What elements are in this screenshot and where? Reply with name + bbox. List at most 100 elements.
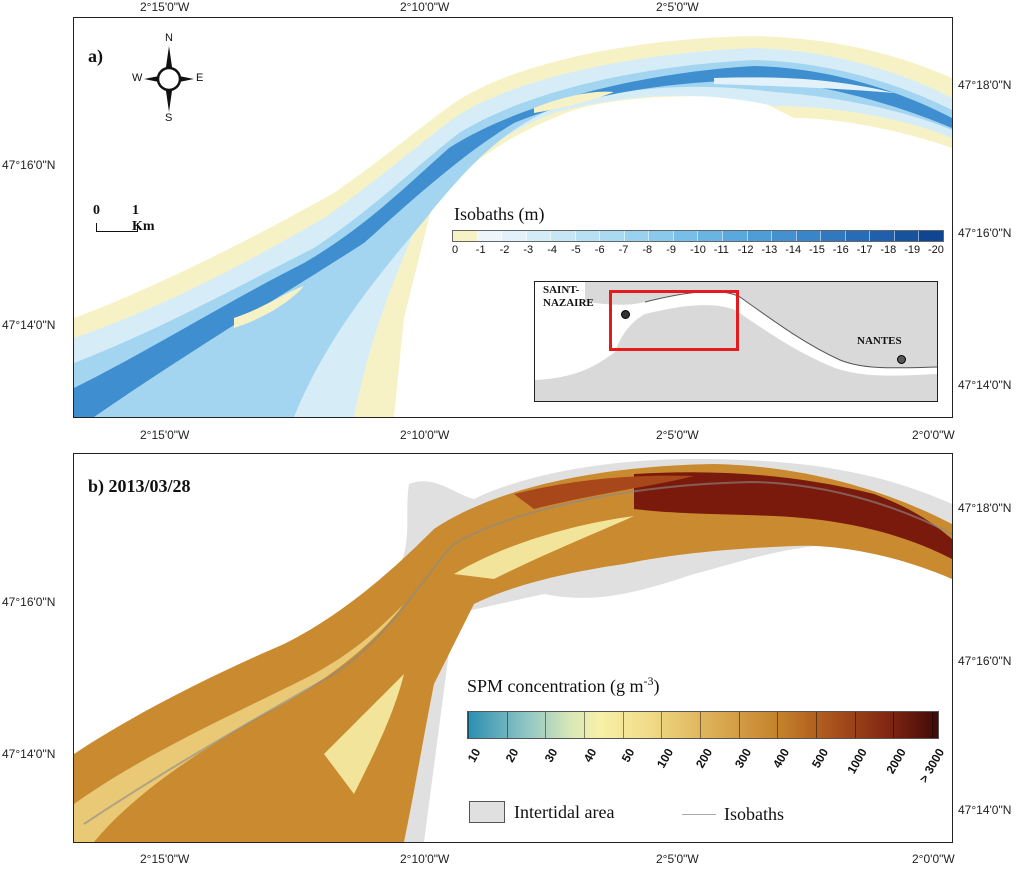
isobath-tick-label: -1 — [475, 244, 486, 256]
spm-tick-mark — [932, 712, 933, 738]
spm-tick-label: 20 — [502, 746, 522, 765]
isobath-tick-label: -3 — [523, 244, 534, 256]
spm-tick-mark — [584, 712, 585, 738]
axis-right-a-2: 47°16'0"N — [958, 226, 1012, 240]
isobath-colorbar-bin — [919, 231, 943, 241]
compass-icon — [144, 46, 194, 112]
spm-tick-mark — [777, 712, 779, 738]
spm-tick-mark — [700, 712, 701, 738]
spm-light-zone — [74, 604, 404, 842]
sand-bank — [714, 77, 894, 93]
compass-s: S — [165, 112, 173, 124]
spm-tick-label: 50 — [618, 746, 638, 765]
isobath-colorbar-bin — [772, 231, 797, 241]
spm-tick-label: 100 — [654, 746, 677, 771]
axis-bottom-a-3: 2°5'0"W — [656, 428, 699, 442]
map-panel-a: a) N S W E 0 1 Km Isobaths (m) 0 -1 -2 -3 -4… — [73, 17, 953, 418]
compass-e: E — [196, 72, 204, 84]
isobath-colorbar-bin — [821, 231, 846, 241]
spm-legend-title-text: SPM concentration (g m — [467, 676, 644, 696]
compass-n: N — [165, 32, 173, 44]
spm-tick-mark — [854, 712, 856, 738]
isobath-colorbar-bin — [870, 231, 895, 241]
isobath-tick-label: -2 — [499, 244, 510, 256]
isobath-tick-labels: 0 -1 -2 -3 -4 -5 -6 -7 -8 -9 -10 -11 -12 -13 -14 -15 -16… — [452, 244, 944, 258]
bathymetry-map — [74, 36, 952, 417]
spm-tick-mark — [661, 712, 663, 738]
isobath-tick-label: -19 — [904, 244, 921, 256]
axis-bottom-b-3: 2°5'0"W — [656, 852, 699, 866]
map-panel-b: b) 2013/03/28 SPM concentration (g m-3) … — [73, 453, 953, 843]
axis-top-a-2: 2°10'0"W — [400, 0, 450, 14]
compass-w: W — [132, 72, 143, 84]
spm-tick-mark — [738, 712, 740, 738]
axis-bottom-a-1: 2°15'0"W — [140, 428, 190, 442]
isobath-colorbar-bin — [624, 231, 650, 241]
axis-right-a-3: 47°14'0"N — [958, 378, 1012, 392]
spm-map — [74, 459, 952, 842]
inset-extent-box — [609, 290, 739, 351]
spm-tick-mark — [622, 712, 624, 738]
axis-left-b-1: 47°16'0"N — [2, 595, 56, 609]
spm-tick-mark — [545, 712, 547, 738]
spm-high-zone — [514, 475, 694, 509]
isobath-tick-label: -5 — [571, 244, 581, 256]
isobath-tick-label: -16 — [832, 244, 849, 256]
saint-nazaire-marker — [621, 310, 630, 319]
sand-bank — [534, 91, 614, 113]
spm-turbid-zone — [74, 464, 952, 842]
axis-bottom-a-2: 2°10'0"W — [400, 428, 450, 442]
spm-tick-label: 40 — [580, 746, 600, 765]
spm-legend-title-sup: -3 — [643, 674, 654, 688]
scale-bar: 0 1 Km — [93, 203, 156, 234]
inset-map: SAINT- NAZAIRE NANTES — [534, 281, 938, 402]
isobath-tick-label: -15 — [809, 244, 825, 256]
panel-a-label: a) — [88, 46, 103, 66]
isobath-colorbar-bin — [575, 231, 601, 241]
north-arrow: N S W E — [132, 32, 204, 124]
isobath-colorbar-bin — [453, 231, 478, 241]
axis-bottom-a-4: 2°0'0"W — [912, 428, 955, 442]
axis-top-a-1: 2°15'0"W — [140, 0, 190, 14]
isobath-colorbar-bin — [502, 231, 527, 241]
spm-legend-title-end: ) — [653, 676, 660, 696]
axis-top-a-3: 2°5'0"W — [656, 0, 699, 14]
inset-city-saint-nazaire-1: SAINT- — [543, 284, 580, 296]
inset-city-saint-nazaire-2: NAZAIRE — [543, 297, 594, 309]
spm-tick-mark — [893, 712, 895, 738]
legend-key-intertidal-label: Intertidal area — [514, 802, 615, 822]
spm-tick-label: 500 — [808, 746, 832, 771]
isobath-colorbar-bin — [551, 231, 576, 241]
isobath-tick-label: -18 — [880, 244, 897, 256]
legend-key-isobaths-label: Isobaths — [724, 804, 784, 824]
isobath-tick-label: 0 — [452, 244, 459, 256]
isobath-colorbar-bin — [845, 231, 871, 241]
inset-city-nantes: NANTES — [857, 335, 902, 347]
axis-bottom-b-1: 2°15'0"W — [140, 852, 190, 866]
legend-key-intertidal-swatch — [469, 801, 505, 823]
axis-right-a-1: 47°18'0"N — [958, 78, 1012, 92]
axis-right-b-1: 47°18'0"N — [958, 501, 1012, 515]
panel-b-label: b) 2013/03/28 — [88, 476, 191, 496]
axis-left-a-1: 47°16'0"N — [2, 158, 56, 172]
spm-tick-label: 200 — [692, 746, 716, 771]
legend-key-isobaths-line — [682, 814, 716, 815]
isobath-tick-label: -20 — [928, 244, 944, 256]
isobath-legend-title: Isobaths (m) — [454, 204, 545, 224]
sand-bank — [234, 286, 304, 328]
spm-colorbar — [467, 711, 939, 739]
isobath-colorbar-bin — [894, 231, 920, 241]
mid-water — [74, 60, 952, 417]
spm-tick-label: 300 — [731, 746, 754, 771]
spm-tick-mark — [468, 712, 469, 738]
isobath-colorbar-bin — [698, 231, 724, 241]
spm-maximum-zone — [634, 472, 952, 559]
isobath-tick-label: -9 — [666, 244, 676, 256]
spm-tick-mark — [816, 712, 817, 738]
spm-tick-label: 10 — [464, 746, 484, 765]
spm-legend-title: SPM concentration (g m-3) — [467, 674, 659, 697]
isobath-colorbar — [452, 230, 944, 242]
isobath-tick-label: -12 — [737, 244, 754, 256]
isobath-colorbar-bin — [526, 231, 552, 241]
axis-left-b-2: 47°14'0"N — [2, 747, 56, 761]
